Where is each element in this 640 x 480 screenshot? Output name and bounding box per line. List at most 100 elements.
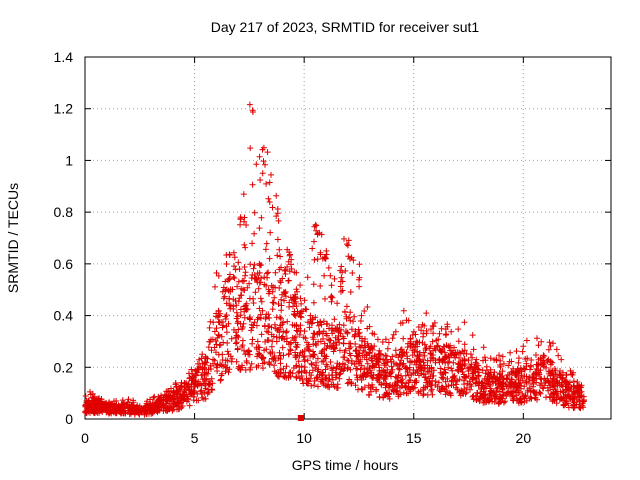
data-point: [213, 349, 219, 356]
data-point: [383, 362, 389, 369]
data-point: [333, 364, 340, 370]
data-point: [208, 336, 214, 343]
data-point: [469, 370, 476, 377]
data-point: [342, 361, 348, 368]
data-point: [347, 309, 354, 316]
data-point: [308, 360, 315, 367]
data-point: [422, 374, 429, 381]
data-point: [237, 292, 244, 299]
data-point: [499, 372, 506, 379]
data-point: [420, 391, 427, 397]
data-point: [275, 355, 282, 361]
data-point: [429, 391, 436, 398]
data-point: [454, 367, 461, 373]
data-point: [322, 382, 329, 389]
data-point: [527, 394, 534, 401]
data-point: [341, 235, 347, 242]
data-point: [302, 306, 309, 312]
data-point: [242, 272, 249, 279]
data-point: [537, 390, 544, 397]
data-point: [390, 387, 397, 394]
data-point: [257, 315, 264, 322]
data-point: [536, 369, 543, 376]
data-point: [336, 375, 343, 382]
data-point: [459, 369, 466, 375]
data-point: [346, 350, 353, 357]
data-point: [254, 338, 261, 345]
data-point: [235, 278, 242, 285]
data-point: [375, 351, 382, 358]
outlier-point: [297, 415, 304, 421]
data-point: [281, 373, 288, 380]
data-point: [215, 331, 222, 338]
data-point: [429, 338, 436, 345]
data-point: [265, 286, 272, 293]
data-point: [266, 179, 273, 186]
data-point: [107, 402, 113, 409]
data-point: [363, 369, 370, 376]
data-point: [258, 214, 265, 221]
data-point: [256, 260, 263, 267]
data-point: [256, 350, 263, 357]
data-point: [244, 284, 251, 291]
data-point: [384, 359, 391, 366]
data-point: [499, 353, 506, 360]
data-point: [292, 312, 299, 319]
data-point: [450, 382, 457, 389]
data-point: [259, 307, 266, 314]
data-point: [389, 335, 396, 342]
y-tick-label: 1.2: [54, 101, 74, 117]
data-point: [239, 364, 246, 371]
data-point: [181, 388, 188, 395]
data-point: [455, 326, 462, 333]
data-point: [314, 319, 321, 326]
data-point: [287, 347, 294, 354]
data-point: [333, 339, 339, 346]
data-point: [411, 347, 418, 354]
data-point: [255, 351, 261, 357]
data-point: [120, 400, 127, 407]
data-point: [507, 385, 514, 391]
data-point: [157, 402, 163, 409]
data-point: [201, 364, 208, 371]
data-point: [367, 345, 374, 352]
data-point: [385, 339, 392, 346]
data-point: [415, 364, 422, 371]
data-point: [394, 388, 401, 395]
data-point: [357, 358, 364, 365]
data-point: [427, 351, 434, 357]
data-point: [241, 264, 248, 270]
data-point: [444, 321, 451, 328]
data-point: [242, 244, 249, 251]
data-point: [234, 313, 241, 320]
data-point: [428, 365, 435, 372]
data-point: [270, 356, 277, 363]
data-point: [354, 374, 361, 381]
data-point: [232, 334, 239, 341]
data-point: [205, 344, 212, 351]
data-point: [481, 354, 488, 361]
data-point: [474, 389, 480, 396]
data-point: [495, 400, 502, 407]
data-point: [295, 358, 302, 365]
data-point: [469, 332, 476, 339]
y-tick-label: 1.4: [54, 49, 74, 65]
data-point: [510, 383, 517, 390]
data-point: [367, 367, 374, 374]
data-point: [240, 191, 247, 198]
data-point: [547, 394, 554, 401]
data-point: [318, 350, 325, 357]
data-point: [301, 368, 308, 374]
data-point: [467, 386, 473, 393]
data-point: [441, 366, 448, 373]
data-point: [395, 393, 402, 400]
data-point: [274, 236, 281, 243]
data-point: [188, 377, 195, 384]
data-point: [507, 349, 514, 356]
data-point: [210, 360, 216, 367]
data-point: [448, 328, 455, 335]
data-point: [396, 351, 403, 358]
data-point: [131, 409, 138, 416]
data-point: [533, 361, 540, 368]
data-point: [416, 372, 422, 379]
